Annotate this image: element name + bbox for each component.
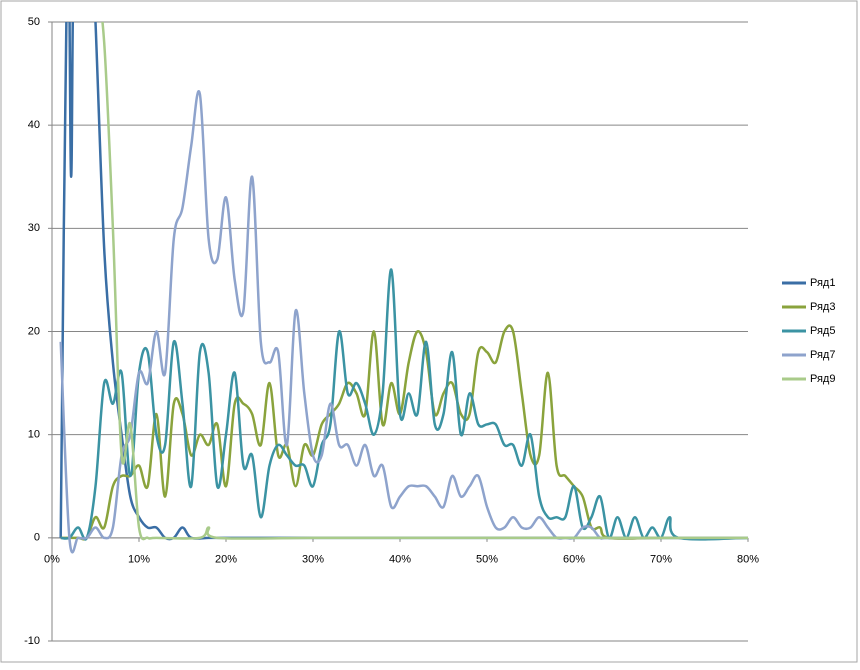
plot-area bbox=[59, 22, 748, 554]
y-tick-label: 10 bbox=[28, 429, 40, 441]
x-tick-label: 10% bbox=[128, 554, 150, 566]
y-tick-label: 30 bbox=[28, 222, 40, 234]
x-tick-label: 20% bbox=[215, 554, 237, 566]
series-line bbox=[60, 268, 748, 541]
y-tick-label: 0 bbox=[34, 532, 40, 544]
series-line bbox=[101, 22, 748, 541]
series-line bbox=[59, 90, 748, 554]
x-tick-label: 30% bbox=[302, 554, 324, 566]
legend-label: Ряд7 bbox=[810, 349, 835, 361]
x-tick-label: 40% bbox=[389, 554, 411, 566]
y-tick-label: 20 bbox=[28, 325, 40, 337]
x-tick-label: 0% bbox=[44, 554, 60, 566]
legend-label: Ряд5 bbox=[810, 325, 835, 337]
y-tick-label: 50 bbox=[28, 16, 40, 28]
x-tick-label: 50% bbox=[476, 554, 498, 566]
legend-label: Ряд9 bbox=[810, 373, 835, 385]
x-tick-label: 80% bbox=[737, 554, 759, 566]
y-tick-label: 40 bbox=[28, 119, 40, 131]
x-tick-label: 60% bbox=[563, 554, 585, 566]
legend-label: Ряд3 bbox=[810, 301, 835, 313]
legend-label: Ряд1 bbox=[810, 277, 835, 289]
x-tick-label: 70% bbox=[650, 554, 672, 566]
y-tick-label: -10 bbox=[24, 635, 40, 647]
